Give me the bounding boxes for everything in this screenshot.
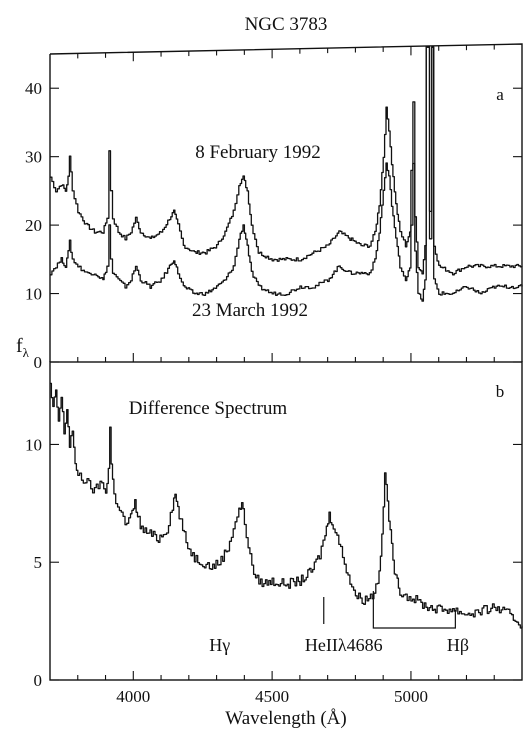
x-tick-label-0: 4000 bbox=[116, 687, 150, 706]
series-line-0-0 bbox=[50, 46, 523, 276]
line-annotations: Hγ HeIIλ4686 Hβ bbox=[209, 591, 469, 655]
y-tick-label-1-2: 10 bbox=[25, 435, 42, 454]
y-tick-label-0-0: 0 bbox=[34, 353, 43, 372]
x-tick-label-1: 4500 bbox=[255, 687, 289, 706]
annotation-hgamma: Hγ bbox=[209, 635, 230, 655]
panel-b-ticks: 0 5 10 4000 4500 5000 bbox=[25, 435, 522, 706]
figure-title: NGC 3783 bbox=[245, 14, 328, 35]
y-tick-label-0-2: 20 bbox=[25, 216, 42, 235]
y-tick-label-0-3: 30 bbox=[25, 148, 42, 167]
y-tick-label-0-4: 40 bbox=[25, 79, 42, 98]
panel-a-ticks: 0 10 20 30 40 bbox=[25, 44, 522, 372]
y-tick-label-0-1: 10 bbox=[25, 285, 42, 304]
y-tick-label-1-0: 0 bbox=[34, 671, 43, 690]
annotation-hbeta: Hβ bbox=[447, 635, 469, 655]
y-axis-label: fλ bbox=[16, 335, 30, 360]
x-tick-label-2: 5000 bbox=[394, 687, 428, 706]
series-line-1-0 bbox=[50, 382, 523, 629]
y-axis-label-subscript: λ bbox=[23, 345, 30, 360]
plot-series bbox=[50, 45, 523, 629]
series-label-feb: 8 February 1992 bbox=[195, 142, 321, 163]
panel-b-frame bbox=[49, 361, 523, 681]
y-axis-label-main: f bbox=[16, 335, 23, 357]
annotation-hbeta-bracket bbox=[372, 591, 456, 629]
annotation-heii: HeIIλ4686 bbox=[305, 635, 383, 655]
y-tick-label-1-1: 5 bbox=[34, 553, 43, 572]
panel-a-frame bbox=[49, 43, 523, 362]
panel-b-label: b bbox=[496, 382, 505, 401]
x-axis-label: Wavelength (Å) bbox=[225, 708, 346, 729]
series-line-0-1 bbox=[50, 45, 523, 302]
series-label-mar: 23 March 1992 bbox=[192, 300, 308, 321]
panel-a-label: a bbox=[496, 85, 504, 104]
series-label-difference: Difference Spectrum bbox=[129, 398, 288, 419]
